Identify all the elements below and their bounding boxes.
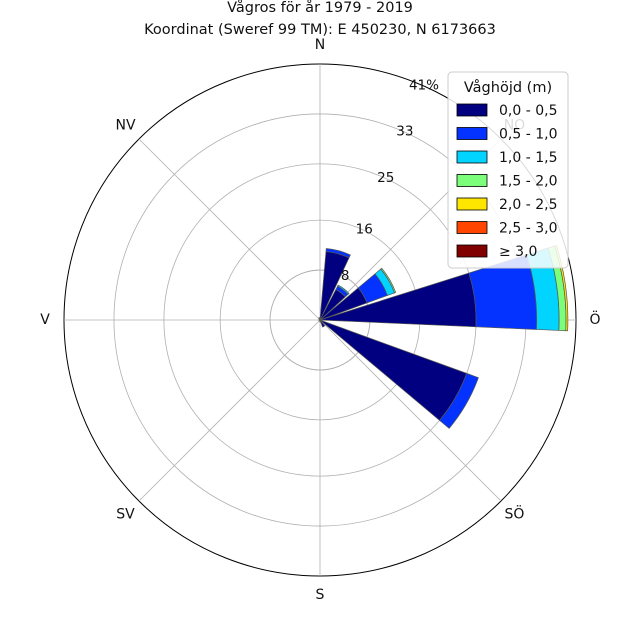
sector-bar-segment (318, 317, 321, 321)
legend-swatch (456, 174, 488, 187)
legend-label: ≥ 3,0 (499, 244, 537, 260)
grid-spoke (319, 319, 502, 502)
sector-bar-segment (380, 267, 397, 294)
direction-label: S (316, 587, 325, 603)
direction-label: V (40, 312, 50, 328)
sector-bar-segment (319, 319, 321, 323)
legend-label: 0,0 - 0,5 (499, 103, 557, 119)
legend-label: 1,0 - 1,5 (499, 150, 557, 166)
direction-label: SV (116, 506, 135, 522)
sector-bar-segment (337, 284, 350, 295)
chart-subtitle: Koordinat (Sweref 99 TM): E 450230, N 61… (144, 22, 496, 38)
radial-tick-labels: 8 16 25 33 41% (341, 77, 439, 283)
legend-swatch (456, 103, 488, 117)
radial-tick-label: 25 (377, 170, 394, 186)
radial-tick-label: 16 (356, 222, 373, 238)
legend-swatch (456, 150, 488, 164)
sector-bar-segment (319, 319, 326, 328)
direction-label: SÖ (505, 504, 525, 522)
radial-tick-label: 33 (396, 124, 413, 140)
legend-label: 2,5 - 3,0 (499, 221, 557, 237)
sector-bar-segment (325, 248, 351, 259)
sector-bars (318, 245, 569, 429)
legend-swatch (456, 197, 488, 211)
legend-swatch (456, 127, 488, 140)
legend: Våghöjd (m) 0,0 - 0,5 0,5 - 1,0 1,0 - 1,5 1… (447, 71, 569, 269)
legend-title: Våghöjd (m) (464, 79, 552, 96)
chart-title: Vågros för år 1979 - 2019 (227, 0, 413, 16)
grid-spoke (138, 138, 321, 321)
direction-label: N (315, 37, 325, 53)
grid-spoke (138, 319, 321, 502)
legend-swatch (456, 221, 488, 234)
legend-label: 1,5 - 2,0 (499, 174, 557, 190)
legend-label: 0,5 - 1,0 (499, 127, 557, 143)
legend-frame (447, 71, 569, 269)
radial-tick-label: 41% (409, 77, 439, 93)
sector-bar-segment (319, 319, 468, 421)
radial-tick-label: 8 (341, 268, 350, 284)
legend-swatch (456, 244, 488, 258)
direction-label: NV (116, 118, 136, 134)
sector-bar-segment (439, 372, 479, 429)
legend-label: 2,0 - 2,5 (499, 197, 557, 213)
direction-label: Ö (589, 310, 600, 328)
